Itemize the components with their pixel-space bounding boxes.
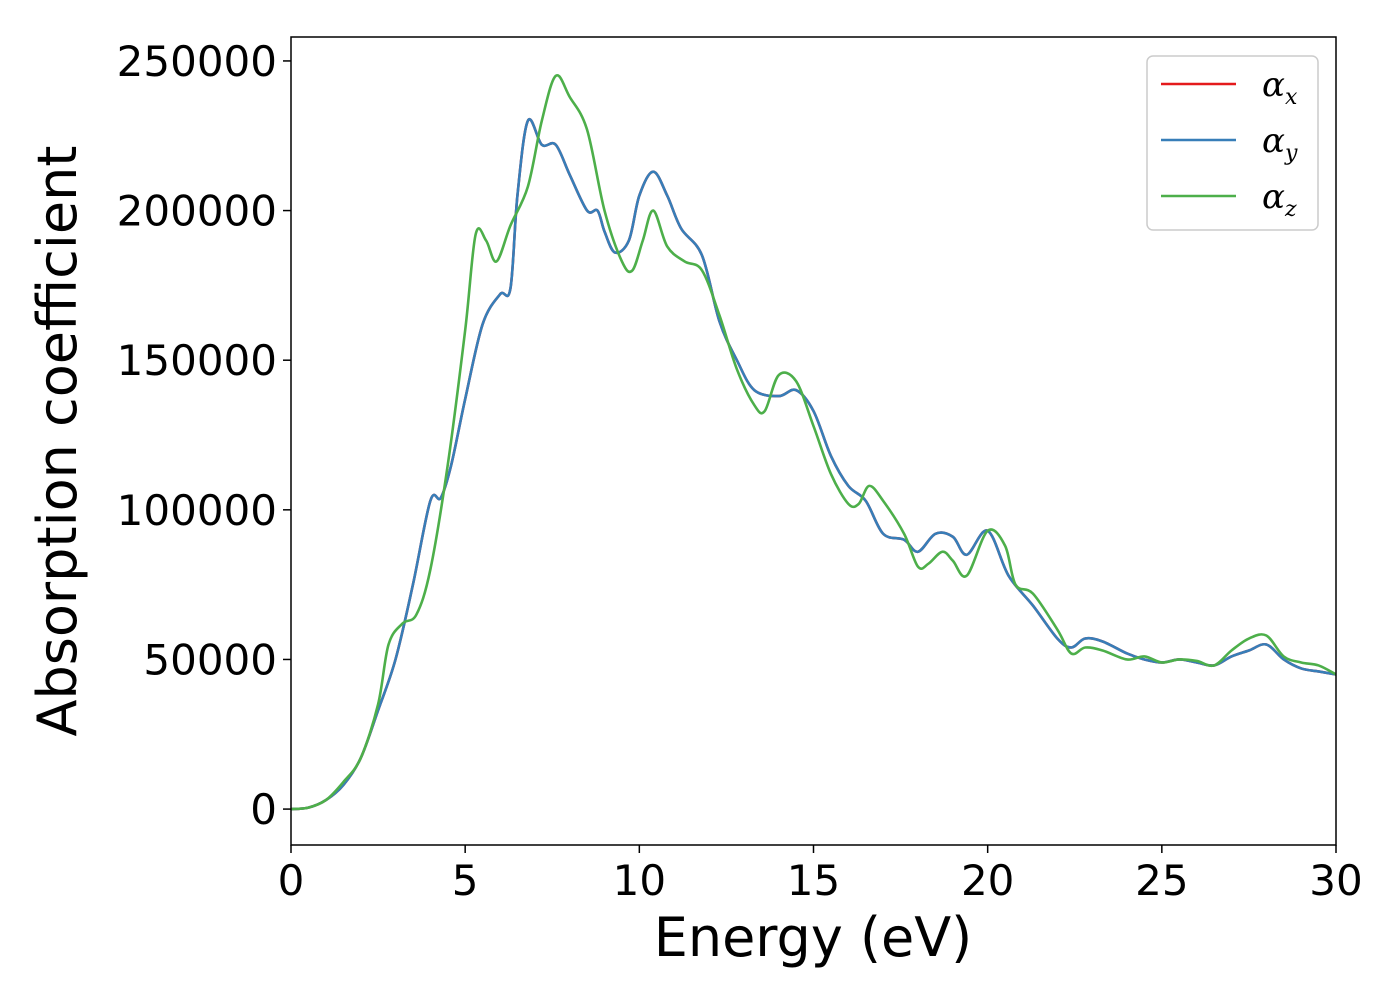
y-tick-label: 150000 xyxy=(117,336,277,385)
x-tick-label: 10 xyxy=(613,856,666,905)
x-tick-label: 25 xyxy=(1135,856,1188,905)
series-line-z xyxy=(290,73,1337,811)
legend-box xyxy=(1146,55,1319,231)
y-tick-label: 100000 xyxy=(117,486,277,535)
x-tick-label: 20 xyxy=(961,856,1014,905)
x-axis-title: Energy (eV) xyxy=(654,906,973,969)
y-tick-label: 250000 xyxy=(117,37,277,86)
series-layer xyxy=(290,73,1337,811)
y-axis-title: Absorption coefficient xyxy=(26,146,89,737)
y-tick-label: 200000 xyxy=(117,187,277,236)
y-tick-label: 0 xyxy=(250,785,277,834)
y-axis-ticks: 0 50000 100000 150000 200000 250000 xyxy=(117,37,291,834)
x-tick-label: 30 xyxy=(1309,856,1362,905)
x-tick-label: 15 xyxy=(787,856,840,905)
y-tick-label: 50000 xyxy=(143,635,277,684)
x-tick-label: 5 xyxy=(452,856,479,905)
x-tick-label: 0 xyxy=(278,856,305,905)
x-axis-ticks: 0 5 10 15 20 25 30 xyxy=(278,845,1363,905)
series-line-y xyxy=(290,117,1337,811)
